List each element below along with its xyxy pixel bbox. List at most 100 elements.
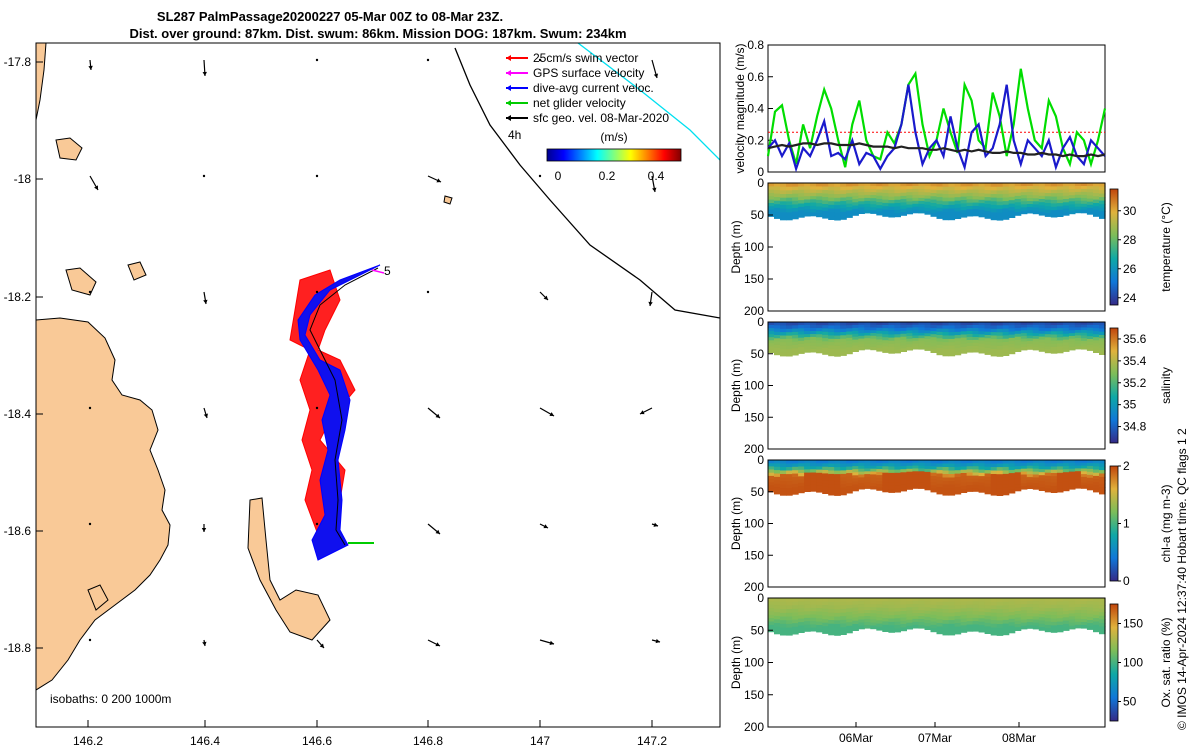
heatmap-cell — [1002, 466, 1010, 471]
heatmap-cell — [894, 485, 901, 490]
heatmap-cell — [942, 631, 950, 636]
heatmap-cell — [912, 197, 919, 202]
heatmap-cell — [1002, 352, 1010, 356]
heatmap-cell — [834, 601, 841, 606]
heatmap-cell — [966, 199, 974, 204]
heatmap-cell — [966, 196, 974, 200]
heatmap-cell — [1093, 601, 1100, 606]
heatmap-cell — [804, 469, 811, 474]
heatmap-cell — [900, 469, 907, 473]
heatmap-cell — [1014, 212, 1022, 216]
heatmap-cell — [792, 345, 799, 349]
heatmap-cell — [930, 618, 938, 623]
heatmap-cell — [1050, 337, 1058, 342]
heatmap-cell — [1032, 195, 1040, 199]
heatmap-cell — [942, 212, 950, 217]
heatmap-cell — [852, 199, 859, 203]
heatmap-cell — [780, 208, 787, 213]
map-frame — [35, 42, 721, 728]
heatmap-cell — [918, 183, 925, 187]
heatmap-cell — [984, 612, 992, 617]
heatmap-cell — [906, 324, 913, 329]
heatmap-cell — [948, 212, 956, 217]
heatmap-cell — [870, 604, 877, 608]
heatmap-cell — [876, 205, 883, 209]
heatmap-cell — [792, 183, 799, 188]
heatmap-cell — [834, 612, 841, 618]
heatmap-cell — [816, 488, 823, 493]
heatmap-cell — [876, 339, 883, 343]
heatmap-cell — [996, 470, 1004, 475]
heatmap-cell — [846, 629, 853, 634]
heatmap-cell — [1099, 466, 1106, 471]
heatmap-cell — [786, 609, 793, 614]
heatmap-cell — [984, 204, 992, 209]
heatmap-cell — [1014, 205, 1022, 210]
heatmap-cell — [786, 601, 793, 606]
heatmap-cell — [1056, 601, 1064, 606]
heatmap-cell — [786, 605, 793, 610]
heatmap-cell — [912, 200, 919, 205]
heatmap-cell — [966, 343, 974, 347]
heatmap-cell — [1086, 477, 1094, 482]
heatmap-cell — [996, 190, 1004, 195]
heatmap-cell — [780, 345, 787, 350]
heatmap-cell — [888, 466, 895, 471]
heatmap-cell — [840, 193, 847, 199]
geo-velocity-arrowhead — [435, 413, 440, 418]
heatmap-cell — [1014, 199, 1022, 203]
heatmap-cell — [876, 189, 883, 194]
heatmap-cell — [942, 335, 950, 340]
heatmap-cell — [960, 479, 968, 484]
heatmap-cell — [978, 479, 986, 484]
heatmap-cell — [972, 481, 980, 486]
heatmap-cell — [972, 611, 980, 616]
heatmap-cell — [1099, 470, 1106, 475]
heatmap-cell — [996, 205, 1004, 210]
speed-colorbar — [546, 148, 682, 162]
heatmap-cell — [966, 186, 974, 191]
heatmap-cell — [1032, 338, 1040, 343]
heatmap-cell — [798, 608, 805, 613]
heatmap-cell — [1032, 486, 1040, 490]
heatmap-cell — [870, 477, 877, 481]
heatmap-cell — [918, 479, 925, 484]
heatmap-cell — [912, 188, 919, 193]
heatmap-cell — [786, 338, 793, 343]
heatmap-cell — [768, 186, 775, 191]
heatmap-cell — [1002, 598, 1010, 603]
heatmap-cell — [870, 207, 877, 211]
heatmap-cell — [792, 186, 799, 191]
heatmap-cell — [1014, 348, 1022, 352]
heatmap-cell — [864, 474, 871, 478]
heatmap-cell — [786, 616, 793, 621]
heatmap-cell — [906, 327, 913, 331]
heatmap-cell — [858, 483, 865, 487]
colorbar-tick-label: 2 — [1123, 459, 1130, 473]
heatmap-cell — [834, 216, 841, 221]
heatmap-cell — [1074, 468, 1082, 472]
heatmap-cell — [984, 338, 992, 342]
heatmap-cell — [930, 608, 938, 613]
heatmap-cell — [834, 339, 841, 343]
heatmap-cell — [1080, 625, 1088, 629]
heatmap-cell — [906, 619, 913, 624]
heatmap-cell — [1093, 343, 1100, 347]
heatmap-cell — [810, 624, 817, 629]
heatmap-cell — [996, 335, 1004, 340]
heatmap-cell — [1062, 610, 1070, 615]
heatmap-cell — [816, 337, 823, 342]
heatmap-cell — [1044, 604, 1052, 609]
heatmap-cell — [876, 322, 883, 326]
heatmap-cell — [792, 480, 799, 485]
heatmap-cell — [810, 472, 817, 477]
heatmap-cell — [786, 342, 793, 347]
heatmap-cell — [984, 480, 992, 485]
heatmap-cell — [1026, 189, 1034, 193]
heatmap-cell — [1038, 322, 1046, 326]
geo-velocity-dot — [538, 174, 542, 178]
heatmap-cell — [912, 203, 919, 208]
heatmap-cell — [1074, 188, 1082, 193]
heatmap-cell — [984, 331, 992, 336]
